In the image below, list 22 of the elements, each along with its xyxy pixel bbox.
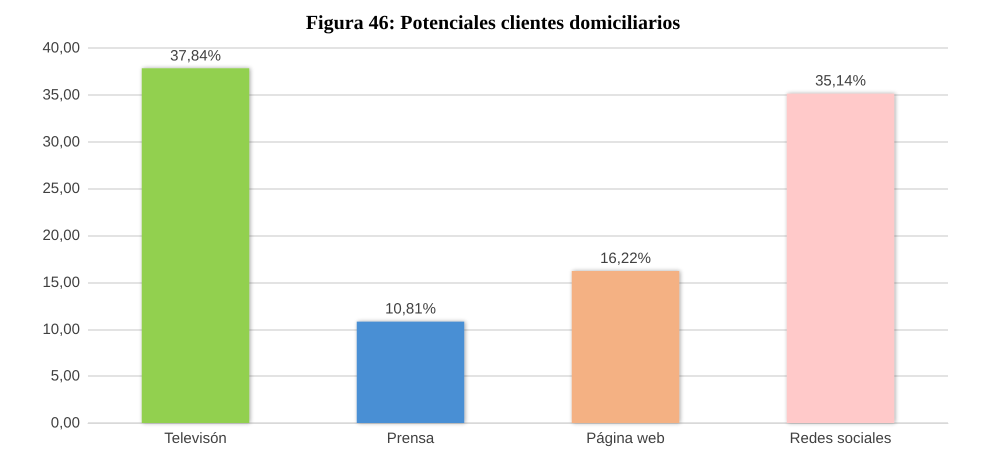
x-tick-label: Redes sociales: [790, 430, 892, 447]
y-tick-label: 15,00: [42, 274, 80, 291]
bar: [786, 94, 894, 423]
y-tick-label: 5,00: [50, 368, 80, 385]
bar: [572, 270, 680, 423]
bar: [356, 322, 464, 423]
y-tick-label: 0,00: [50, 414, 80, 432]
y-tick-label: 25,00: [42, 180, 80, 198]
x-tick-label: Página web: [586, 430, 665, 447]
y-tick-label: 20,00: [42, 227, 80, 244]
data-label: 16,22%: [600, 250, 651, 267]
bar: [142, 68, 250, 423]
x-tick-label: Televisón: [164, 430, 227, 447]
y-tick-label: 40,00: [42, 40, 80, 56]
data-label: 10,81%: [385, 300, 436, 318]
y-tick-label: 35,00: [42, 86, 80, 104]
y-tick-label: 30,00: [42, 133, 80, 150]
data-label: 35,14%: [815, 72, 866, 90]
chart-title: Figura 46: Potenciales clientes domiciliarios: [306, 12, 680, 34]
y-tick-label: 10,00: [42, 320, 80, 338]
data-label: 37,84%: [170, 47, 221, 64]
x-tick-label: Prensa: [386, 430, 435, 447]
